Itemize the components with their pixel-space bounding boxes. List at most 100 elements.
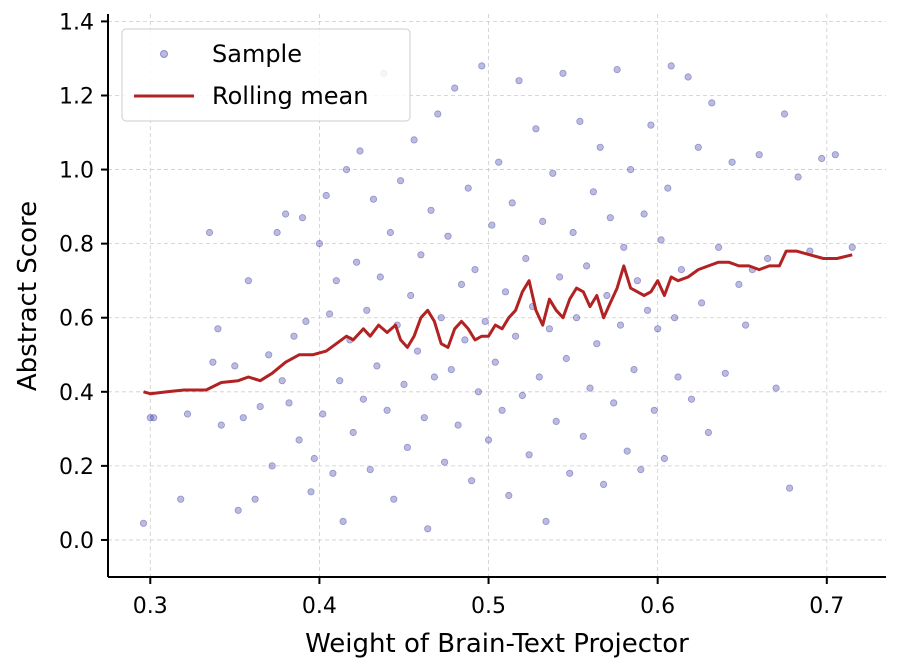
sample-point: [265, 351, 273, 359]
sample-point: [848, 243, 856, 251]
sample-point: [545, 325, 554, 333]
sample-point: [273, 228, 281, 237]
sample-point: [373, 362, 381, 370]
sample-point: [599, 480, 608, 488]
legend-sample-label: Sample: [212, 40, 302, 68]
y-tick-label: 1.2: [59, 84, 94, 109]
sample-point: [461, 336, 469, 344]
sample-point: [302, 317, 310, 325]
sample-point: [285, 399, 293, 407]
sample-point: [721, 369, 729, 377]
sample-point: [831, 151, 839, 159]
y-tick-label: 1.0: [59, 159, 94, 184]
sample-point: [369, 195, 378, 203]
sample-point: [322, 191, 330, 200]
sample-point: [437, 314, 445, 322]
sample-point: [596, 143, 604, 151]
sample-point: [183, 410, 192, 418]
sample-point: [674, 373, 682, 381]
sample-point: [352, 258, 361, 266]
sample-point: [481, 317, 489, 325]
sample-point: [589, 188, 598, 196]
y-tick-label: 0.8: [59, 233, 94, 258]
sample-point: [616, 321, 625, 329]
sample-point: [268, 462, 276, 470]
sample-point: [515, 77, 523, 85]
sample-point: [315, 240, 323, 248]
sample-point: [664, 184, 672, 192]
sample-point: [390, 495, 398, 503]
grid: [108, 14, 886, 577]
sample-point: [569, 228, 577, 237]
sample-point: [440, 458, 449, 466]
y-tick-label: 0.6: [59, 307, 94, 332]
sample-point: [417, 251, 425, 259]
sample-point: [336, 377, 344, 385]
sample-point: [447, 365, 455, 374]
ticks: 0.3 0.4 0.5 0.6 0.7 0.0 0.2 0.4 0.6 0.8 1.0 1.2 1.4: [59, 10, 844, 619]
sample-point: [704, 428, 713, 437]
sample-point: [498, 406, 506, 414]
sample-point: [491, 358, 499, 366]
sample-point: [501, 288, 510, 296]
sample-point: [650, 406, 658, 414]
sample-point: [488, 221, 496, 229]
sample-point: [525, 451, 533, 459]
sample-point: [139, 519, 148, 527]
sample-point: [451, 84, 459, 92]
legend-rolling-mean-label: Rolling mean: [212, 82, 368, 110]
sample-point: [643, 306, 652, 314]
sample-point: [325, 310, 334, 318]
sample-point: [474, 388, 482, 396]
sample-point: [610, 399, 618, 407]
sample-point: [383, 406, 391, 414]
sample-point: [780, 110, 789, 118]
sample-point: [471, 265, 479, 274]
sample-point: [376, 273, 384, 281]
sample-point: [234, 506, 242, 514]
sample-point: [410, 136, 418, 144]
sample-point: [647, 121, 655, 129]
sample-point: [772, 384, 780, 392]
sample-point: [552, 417, 560, 425]
y-tick-label: 0.2: [59, 455, 94, 480]
sample-point: [576, 117, 584, 126]
sample-point: [593, 340, 601, 348]
sample-point: [478, 62, 486, 70]
y-axis-title: Abstract Score: [13, 201, 43, 391]
sample-point: [363, 306, 371, 314]
sample-point: [549, 169, 557, 177]
sample-point: [555, 273, 564, 281]
sample-point: [657, 236, 665, 244]
sample-point: [484, 436, 493, 444]
y-tick-label: 0.4: [59, 381, 94, 406]
legend-sample-marker: [160, 50, 168, 58]
sample-point: [697, 299, 706, 307]
sample-point: [620, 243, 628, 251]
sample-point: [640, 210, 648, 218]
sample-point: [205, 228, 214, 237]
sample-point: [434, 110, 442, 118]
sample-point: [396, 177, 405, 185]
sample-point: [670, 314, 679, 322]
y-tick-label: 0.0: [59, 529, 94, 554]
sample-point: [637, 465, 645, 474]
sample-point: [256, 402, 264, 411]
sample-point: [454, 421, 462, 429]
sample-point: [735, 280, 743, 288]
sample-point: [386, 228, 394, 237]
sample-point: [342, 166, 351, 174]
sample-point: [508, 199, 516, 207]
sample-point: [539, 217, 547, 225]
sample-point: [349, 428, 357, 437]
rolling-mean-line: [143, 249, 853, 396]
sample-point: [741, 321, 750, 329]
sample-point: [329, 469, 337, 477]
sample-point: [613, 66, 621, 74]
sample-point: [687, 395, 696, 403]
x-tick-label: 0.5: [471, 594, 506, 619]
sample-point: [332, 277, 340, 285]
sample-point: [310, 454, 318, 463]
x-tick-label: 0.3: [133, 594, 168, 619]
sample-point: [623, 447, 631, 455]
